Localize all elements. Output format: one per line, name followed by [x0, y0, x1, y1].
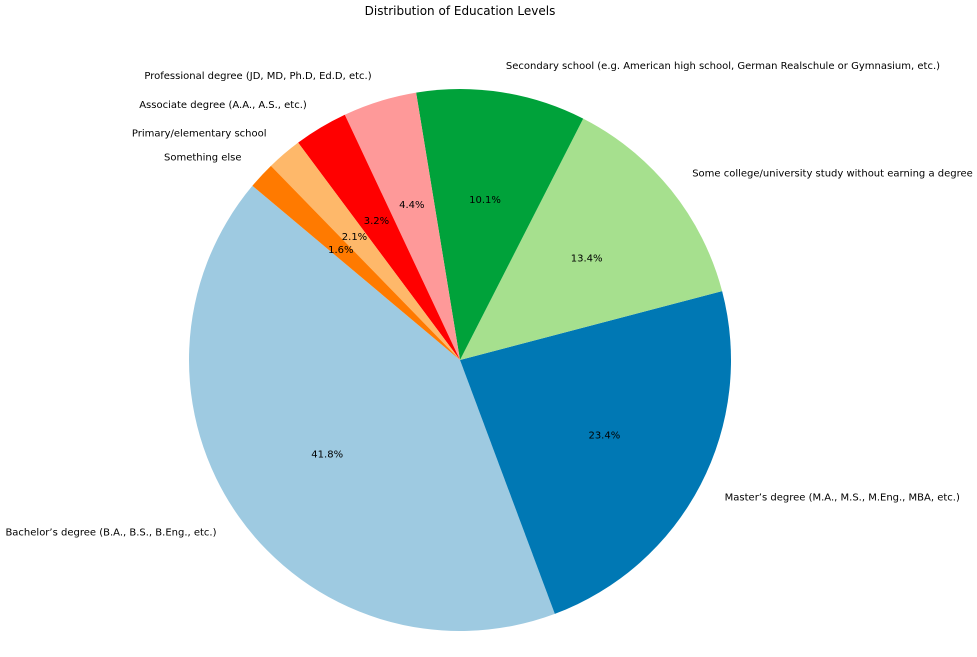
- slice-percent-label: 2.1%: [342, 232, 367, 243]
- slice-category-label: Associate degree (A.A., A.S., etc.): [139, 100, 307, 111]
- slice-percent-label: 1.6%: [328, 245, 353, 256]
- pie-slice: [344, 92, 460, 361]
- slice-percent-label: 4.4%: [399, 200, 424, 211]
- percent-labels: 41.8% 23.4% 13.4% 10.1% 4.4% 3.2% 2.1% 1.6%: [311, 195, 620, 460]
- slice-category-label: Professional degree (JD, MD, Ph.D, Ed.D,…: [144, 71, 371, 82]
- pie-slice: [270, 142, 460, 360]
- pie-slice: [416, 89, 584, 360]
- slice-category-label: Bachelor’s degree (B.A., B.S., B.Eng., e…: [5, 528, 216, 539]
- chart-title: Distribution of Education Levels: [365, 4, 556, 18]
- pie-slice: [189, 185, 555, 631]
- pie-slice: [298, 114, 460, 361]
- pie-slices: [189, 89, 731, 631]
- pie-slice: [252, 165, 460, 360]
- pie-slice: [460, 291, 731, 614]
- category-labels: Bachelor’s degree (B.A., B.S., B.Eng., e…: [5, 61, 972, 539]
- slice-category-label: Primary/elementary school: [132, 129, 267, 140]
- slice-percent-label: 41.8%: [311, 449, 343, 460]
- pie-slice: [460, 118, 723, 360]
- slice-category-label: Something else: [164, 153, 242, 164]
- slice-percent-label: 3.2%: [364, 216, 389, 227]
- slice-category-label: Master’s degree (M.A., M.S., M.Eng., MBA…: [725, 493, 960, 504]
- slice-percent-label: 10.1%: [469, 195, 501, 206]
- slice-category-label: Secondary school (e.g. American high sch…: [506, 61, 940, 72]
- slice-percent-label: 23.4%: [588, 430, 620, 441]
- slice-percent-label: 13.4%: [571, 254, 603, 265]
- slice-category-label: Some college/university study without ea…: [692, 169, 973, 180]
